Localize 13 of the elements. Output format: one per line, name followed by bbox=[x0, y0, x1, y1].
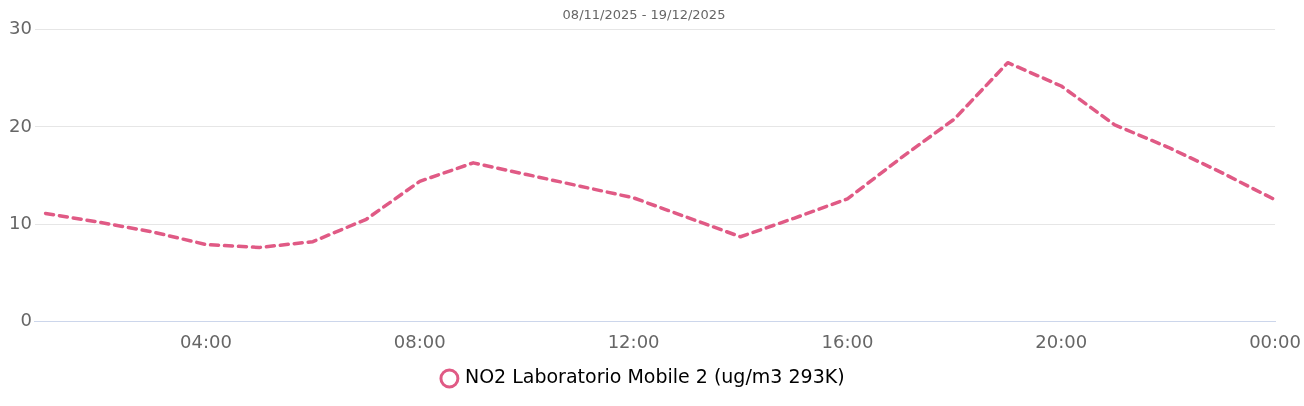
y-tick-label: 0 bbox=[20, 309, 32, 331]
line-series bbox=[43, 60, 1276, 250]
x-tick-label: 04:00 bbox=[180, 330, 232, 352]
x-tick-label: 00:00 bbox=[1249, 330, 1301, 352]
y-tick-label: 10 bbox=[9, 211, 32, 233]
x-tick-label: 08:00 bbox=[393, 330, 446, 352]
x-tick-label: 12:00 bbox=[607, 330, 660, 352]
x-tick-label: 16:00 bbox=[821, 330, 874, 352]
chart-title: 08/11/2025 - 19/12/2025 bbox=[562, 7, 726, 23]
y-tick-label: 30 bbox=[9, 17, 32, 39]
x-tick-label: 20:00 bbox=[1035, 330, 1088, 352]
legend-label: NO2 Laboratorio Mobile 2 (ug/m3 293K) bbox=[464, 365, 845, 388]
y-tick-label: 20 bbox=[9, 114, 32, 136]
